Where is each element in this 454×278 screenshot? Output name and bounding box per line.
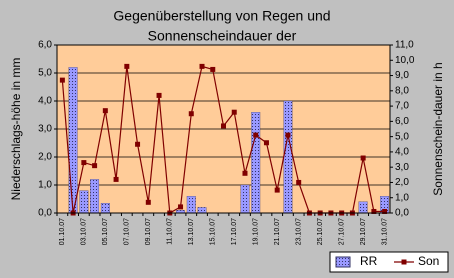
bar <box>79 190 89 214</box>
x-tick-label: 03.10.07 <box>81 218 88 245</box>
y-tick-label: 3,0 <box>38 124 52 135</box>
bar <box>251 112 261 214</box>
legend-swatch <box>401 259 407 265</box>
marker <box>113 176 119 182</box>
marker <box>382 208 388 214</box>
marker <box>102 108 108 114</box>
y2-tick-label: 1,0 <box>395 192 409 203</box>
marker <box>360 155 366 161</box>
legend-label: Son <box>418 254 439 268</box>
marker <box>145 199 151 205</box>
marker <box>124 63 130 69</box>
bar <box>283 100 293 214</box>
y-tick-label: 0,0 <box>38 208 52 219</box>
bar <box>197 207 207 214</box>
x-tick-label: 01.10.07 <box>59 218 66 245</box>
x-tick-label: 27.10.07 <box>339 218 346 245</box>
marker <box>59 77 65 83</box>
x-tick-label: 17.10.07 <box>231 218 238 245</box>
marker <box>263 140 269 146</box>
y2-tick-label: 10,0 <box>395 55 415 66</box>
y2-tick-label: 9,0 <box>395 70 409 81</box>
y2-tick-label: 11,0 <box>395 40 414 51</box>
y-axis-label: Niederschlags-höhe in mm <box>9 58 23 201</box>
marker <box>253 132 259 138</box>
legend-label: RR <box>360 254 378 268</box>
legend-swatch <box>335 256 351 268</box>
x-tick-label: 31.10.07 <box>381 218 388 245</box>
x-tick-label: 25.10.07 <box>317 218 324 245</box>
y2-axis-label: Sonnenschein-dauer in h <box>431 62 445 195</box>
marker <box>199 63 205 69</box>
marker <box>156 92 162 98</box>
marker <box>210 66 216 72</box>
x-tick-label: 29.10.07 <box>360 218 367 245</box>
y2-tick-label: 8,0 <box>395 85 409 96</box>
plot-border <box>56 44 391 214</box>
y-tick-label: 5,0 <box>38 68 52 79</box>
y2-tick-label: 0,0 <box>395 208 409 219</box>
y-tick-label: 1,0 <box>38 180 52 191</box>
marker <box>242 170 248 176</box>
marker <box>92 163 98 169</box>
chart-title: Sonnenscheindauer der <box>148 28 297 44</box>
marker <box>221 123 226 129</box>
marker <box>81 160 87 166</box>
chart-title: Gegenüberstellung von Regen und <box>113 8 330 24</box>
x-tick-label: 13.10.07 <box>188 218 195 245</box>
x-tick-label: 11.10.07 <box>167 218 174 245</box>
bar <box>68 67 78 214</box>
bar <box>240 184 250 214</box>
x-tick-label: 19.10.07 <box>253 218 260 245</box>
y-tick-label: 4,0 <box>38 96 52 107</box>
marker <box>274 187 280 193</box>
y2-tick-label: 6,0 <box>395 116 409 127</box>
bar <box>100 203 110 214</box>
y2-tick-label: 5,0 <box>395 131 409 142</box>
marker <box>285 132 291 138</box>
y2-tick-label: 4,0 <box>395 147 409 158</box>
legend <box>329 251 449 273</box>
marker <box>178 204 184 210</box>
y2-tick-label: 7,0 <box>395 101 409 112</box>
marker <box>231 109 237 115</box>
y-tick-label: 6,0 <box>38 40 52 51</box>
bar <box>90 179 100 214</box>
marker <box>296 179 302 185</box>
y2-tick-label: 3,0 <box>395 162 409 173</box>
x-tick-label: 23.10.07 <box>296 218 303 245</box>
y-tick-label: 2,0 <box>38 152 52 163</box>
marker <box>371 208 377 214</box>
marker <box>188 111 194 117</box>
y2-tick-label: 2,0 <box>395 177 409 188</box>
x-tick-label: 21.10.07 <box>274 218 281 245</box>
bar <box>358 201 368 214</box>
x-tick-label: 05.10.07 <box>102 218 109 245</box>
bar <box>186 196 196 214</box>
x-tick-label: 15.10.07 <box>210 218 217 245</box>
marker <box>135 141 141 147</box>
x-tick-label: 09.10.07 <box>145 218 152 245</box>
x-tick-label: 07.10.07 <box>124 218 131 245</box>
